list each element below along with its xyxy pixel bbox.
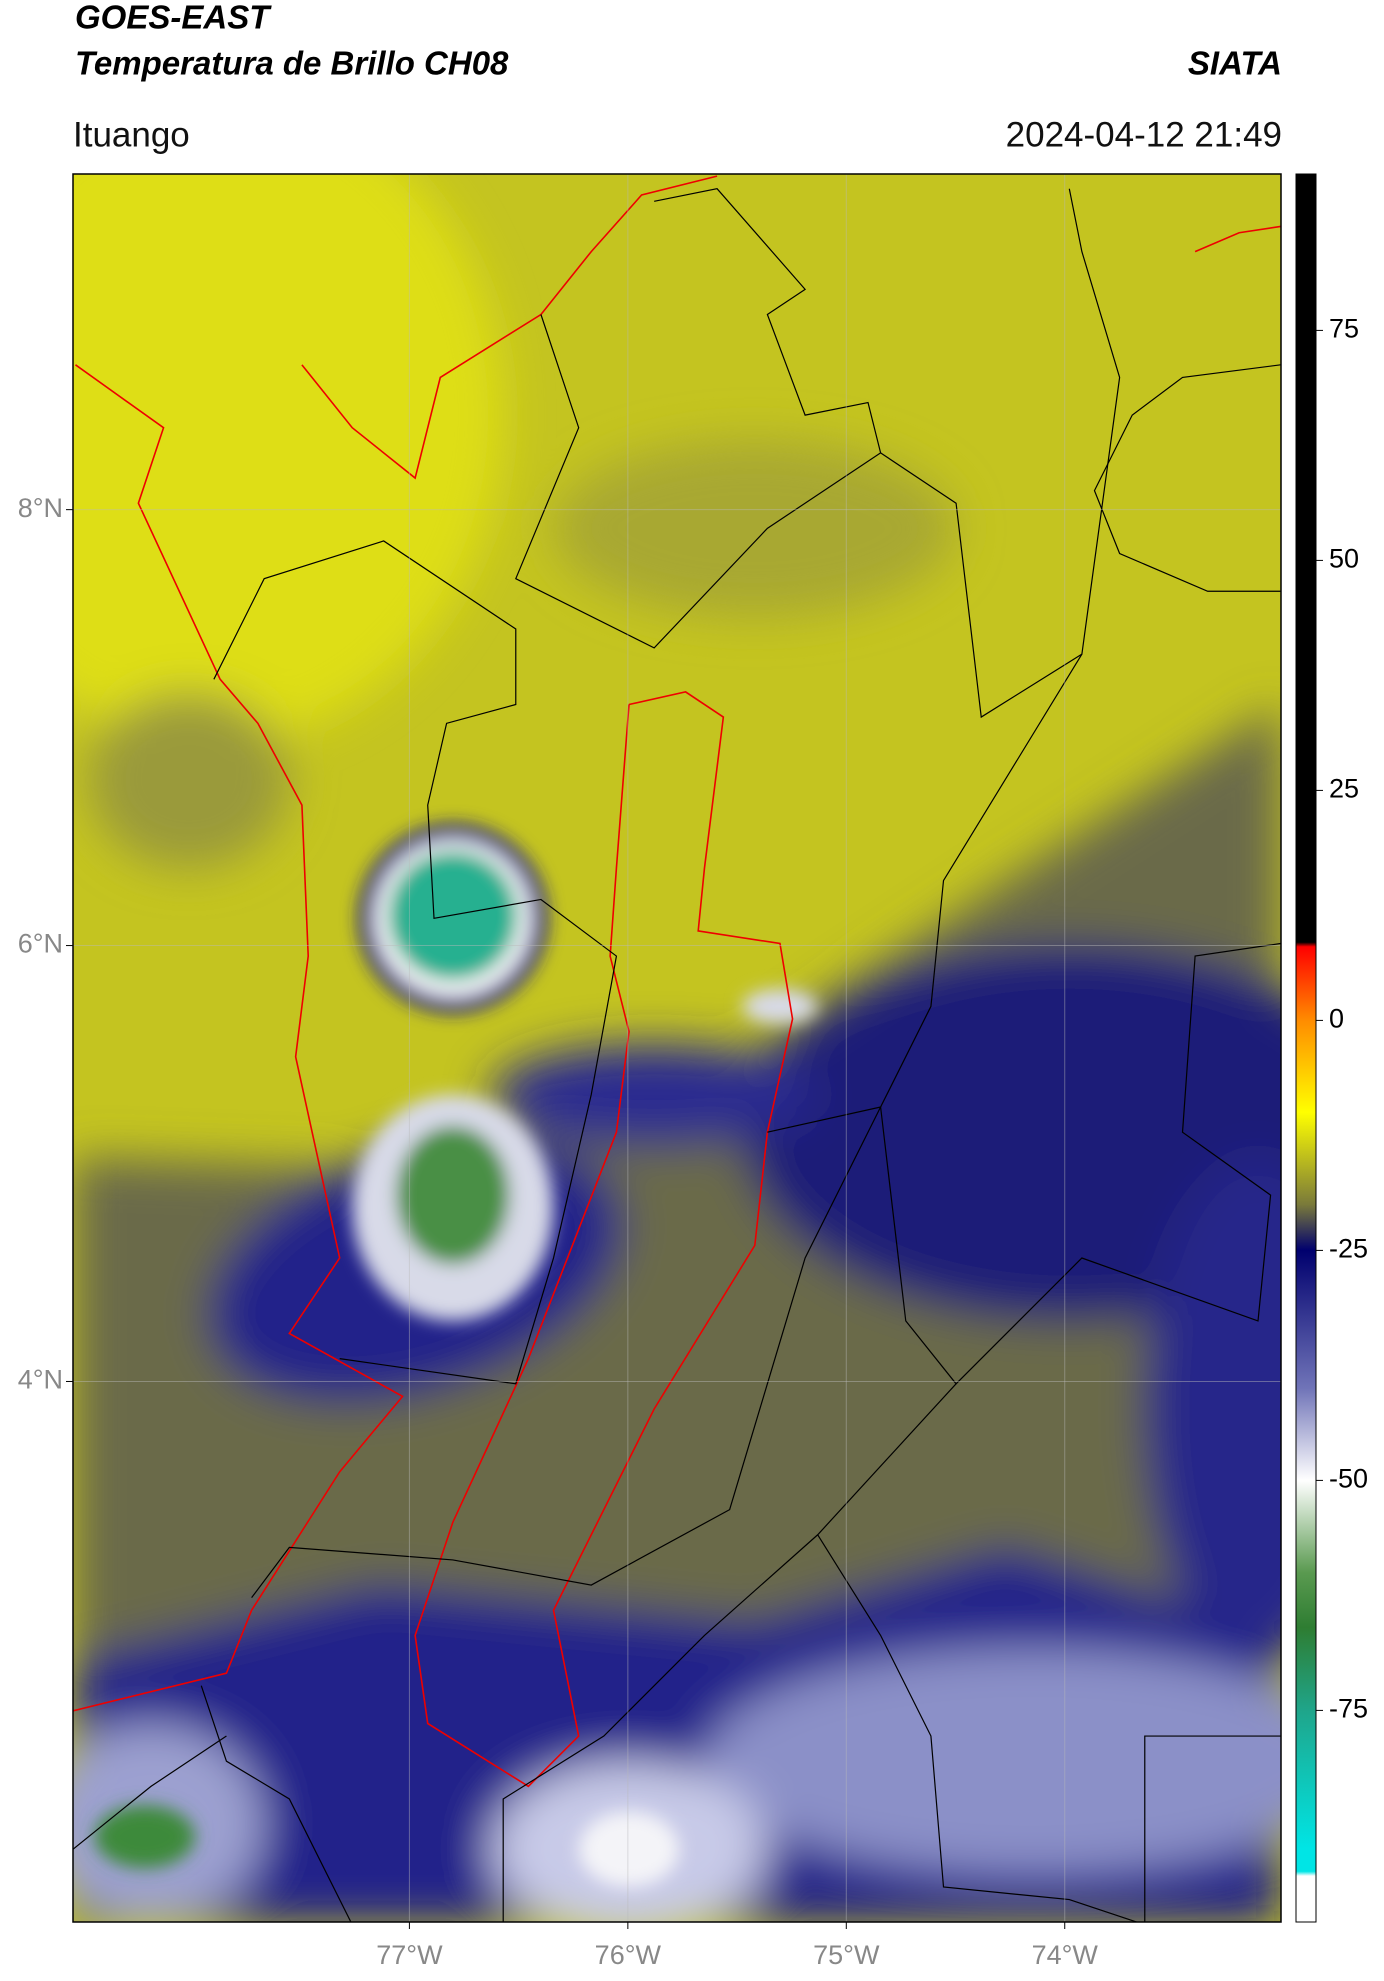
colorbar-tick-label: -25 [1329, 1234, 1368, 1264]
brand: SIATA [1188, 45, 1282, 82]
colorbar-tick-label: 50 [1329, 544, 1359, 574]
x-tick-label: 76°W [595, 1940, 662, 1970]
borders [73, 176, 1281, 1925]
grid [73, 174, 1281, 1922]
location: Ituango [73, 115, 190, 154]
y-tick-label: 4°N [18, 1365, 63, 1395]
y-tick-label: 6°N [18, 929, 63, 959]
colorbar-tick-label: 75 [1329, 314, 1359, 344]
map-frame [72, 173, 1282, 1923]
map-imagery [73, 174, 1281, 1925]
colorbar-tick-label: -75 [1329, 1694, 1368, 1724]
title: GOES-EAST [75, 0, 272, 36]
colorbar-tick-label: 25 [1329, 774, 1359, 804]
colorbar [1295, 173, 1317, 1923]
colorbar-tick-label: 0 [1329, 1004, 1344, 1034]
colorbar-tick-label: -50 [1329, 1464, 1368, 1494]
subtitle: Temperatura de Brillo CH08 [75, 45, 509, 82]
y-tick-label: 8°N [18, 493, 63, 523]
x-tick-label: 74°W [1032, 1940, 1099, 1970]
x-tick-label: 75°W [813, 1940, 880, 1970]
x-tick-label: 77°W [376, 1940, 443, 1970]
datetime: 2024-04-12 21:49 [1006, 115, 1282, 154]
